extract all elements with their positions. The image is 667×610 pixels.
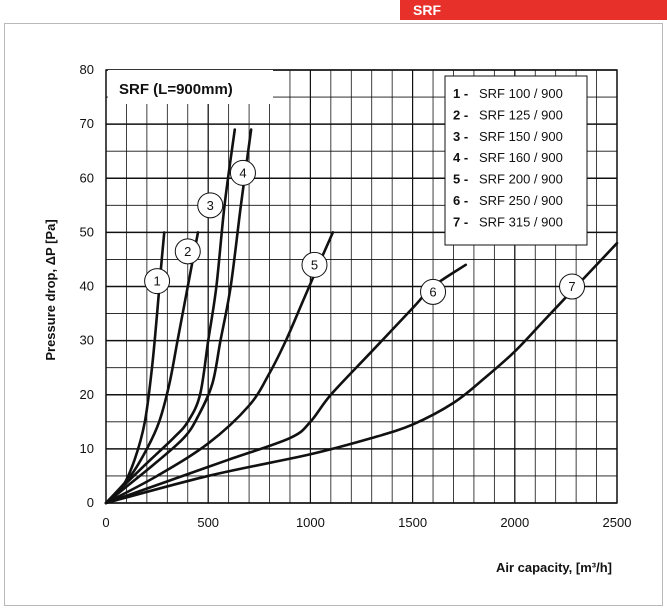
y-tick-label: 40 [80, 279, 94, 294]
legend-number: 2 - [453, 107, 468, 122]
legend: 1 - SRF 100 / 900 2 - SRF 125 / 900 3 - SRF 1… [444, 75, 588, 246]
legend-entry-label: SRF 160 / 900 [479, 150, 563, 165]
x-tick-label: 1500 [398, 515, 427, 530]
curve-label-5: 5 [311, 257, 318, 272]
legend-entry-label: SRF 250 / 900 [479, 193, 563, 208]
legend-number: 3 - [453, 129, 468, 144]
curve-label-circle-3 [197, 192, 224, 219]
x-tick-label: 2500 [603, 515, 632, 530]
legend-entry-label: SRF 150 / 900 [479, 129, 563, 144]
curve-label-1: 1 [153, 274, 160, 289]
x-axis-title: Air capacity, [m³/h] [496, 560, 612, 575]
legend-number: 6 - [453, 193, 468, 208]
legend-box [444, 75, 588, 246]
curve-label-6: 6 [429, 284, 436, 299]
y-tick-label: 70 [80, 116, 94, 131]
legend-number: 7 - [453, 214, 468, 229]
y-tick-label: 50 [80, 224, 94, 239]
curve-label-4: 4 [239, 165, 246, 180]
curve-label-circle-1 [144, 268, 171, 295]
grid-major [105, 69, 618, 504]
legend-entry-label: SRF 125 / 900 [479, 107, 563, 122]
legend-number: 1 - [453, 86, 468, 101]
curve-label-circle-6 [420, 278, 447, 305]
legend-number: 4 - [453, 150, 468, 165]
x-tick-labels: 0 500 1000 1500 2000 2500 [102, 515, 631, 530]
curve-label-circle-2 [174, 238, 201, 265]
y-tick-label: 20 [80, 387, 94, 402]
y-tick-label: 80 [80, 62, 94, 77]
curve-label-3: 3 [207, 198, 214, 213]
legend-entry-label: SRF 315 / 900 [479, 214, 563, 229]
curve-4 [104, 128, 253, 505]
curve-3 [104, 128, 237, 505]
legend-entry-label: SRF 100 / 900 [479, 86, 563, 101]
chart-title-box: SRF (L=900mm) [108, 70, 273, 104]
curve-6 [104, 263, 468, 505]
curve-2 [104, 231, 200, 505]
x-tick-label: 0 [102, 515, 109, 530]
curve-label-circle-5 [301, 251, 328, 278]
y-tick-label: 30 [80, 333, 94, 348]
curve-7 [104, 241, 619, 505]
chart-title-background [108, 70, 273, 104]
curve-labels: 1 2 3 4 5 6 7 [144, 159, 586, 305]
curve-label-7: 7 [568, 279, 575, 294]
x-tick-label: 1000 [296, 515, 325, 530]
y-axis-title: Pressure drop, ΔP [Pa] [43, 219, 58, 360]
plot-frame [105, 69, 618, 504]
x-tick-label: 500 [197, 515, 219, 530]
y-tick-label: 60 [80, 170, 94, 185]
chart-title: SRF (L=900mm) [119, 81, 233, 98]
chart-border [4, 23, 663, 606]
legend-number: 5 - [453, 172, 468, 187]
curve-label-circle-4 [229, 159, 256, 186]
y-tick-labels: 0 10 20 30 40 50 60 70 80 [80, 62, 94, 510]
header-tag: SRF [400, 0, 667, 20]
y-tick-label: 0 [87, 495, 94, 510]
x-tick-label: 2000 [500, 515, 529, 530]
y-tick-label: 10 [80, 441, 94, 456]
curve-label-2: 2 [184, 244, 191, 259]
legend-entry-label: SRF 200 / 900 [479, 172, 563, 187]
curve-label-circle-7 [559, 273, 586, 300]
